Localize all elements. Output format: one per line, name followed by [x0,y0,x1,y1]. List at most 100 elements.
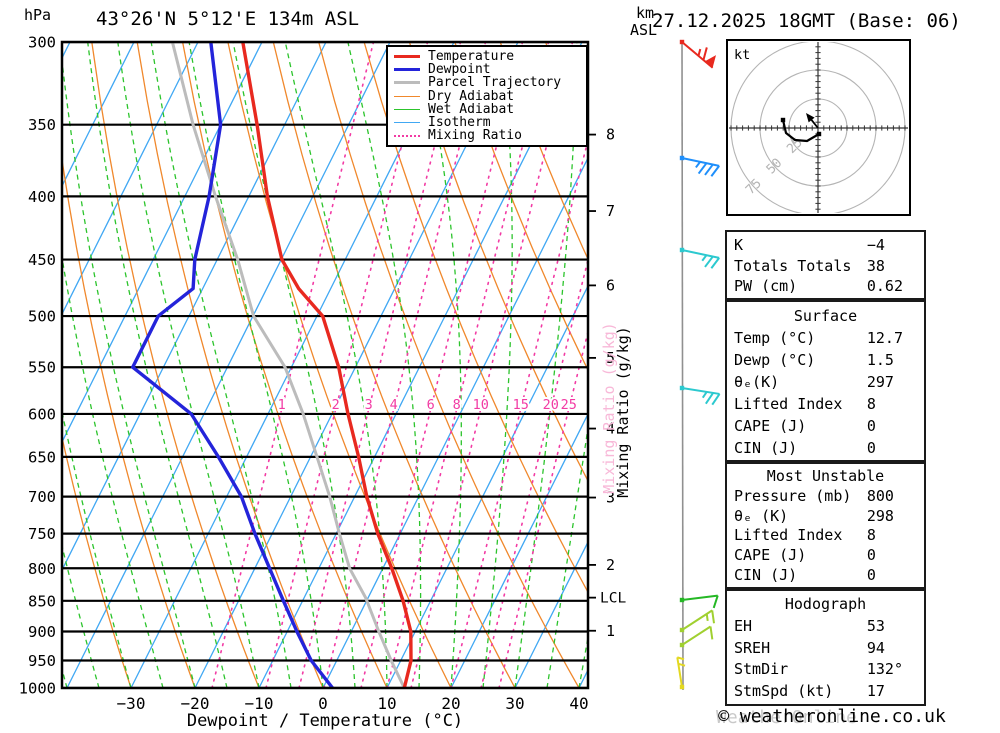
wet-adiabat-line [117,42,260,688]
km-tick-label: 1 [606,622,615,640]
isotherm-line [258,42,583,688]
index-label: Pressure (mb) [734,486,852,505]
legend-item: Temperature [394,50,586,63]
isotherm-line [62,42,327,572]
wind-barb-column [676,39,721,691]
index-label: CIN (J) [734,439,798,457]
legend-swatch-parcel [394,81,420,85]
wind-barb [679,625,714,648]
legend-swatch-mixing_ratio [394,134,420,137]
wind-barb [679,39,717,69]
pressure-tick-label: 550 [28,359,56,377]
legend: Temperature Dewpoint Parcel Trajectory Dry … [386,45,588,148]
isotherm-line [66,42,391,688]
background-lines: 1 2 3 4 6 8 10 15 20 25 [0,42,588,688]
surface-box: Surface Temp (°C) 12.7 Dewp (°C) 1.5 θₑ(K) 297… [725,300,926,462]
wet-adiabat-line [0,42,3,688]
dry-adiabat-line [62,434,132,688]
index-row: K −4 [727,235,924,256]
index-row: CIN (J) 0 [727,566,924,586]
index-label: Totals Totals [734,256,852,275]
axes: 3003504004505005506006507007508008509009… [19,34,632,714]
mixing-ratio-line [386,42,550,688]
isotherm-line [0,42,6,688]
storm-motion-arrowhead [806,113,815,123]
index-value: 800 [866,486,894,505]
altitude-datum-label: ASL [630,21,658,39]
index-label: StmSpd (kt) [734,682,834,701]
index-label: K [734,236,744,254]
mixing-ratio-value-label: 6 [427,397,435,413]
pressure-tick-label: 350 [28,116,56,134]
index-label: Lifted Index [734,395,843,413]
temperature-tick-label: 0 [318,694,328,713]
legend-label: Wet Adiabat [428,101,515,117]
index-row: Temp (°C) 12.7 [727,327,924,349]
index-row: EH 53 [727,616,924,638]
km-tick-label: 5 [606,349,615,367]
wet-adiabat-line [578,634,588,688]
legend-label: Isotherm [428,115,491,131]
legend-label: Mixing Ratio [428,128,522,144]
wet-adiabat-line [284,42,388,688]
legend-swatch-dry_adiabat [394,95,420,97]
index-row: PW (cm) 0.62 [727,276,924,297]
index-label: θₑ (K) [734,506,789,525]
altitude-unit-label: km [636,4,655,22]
index-row: StmSpd (kt) 17 [727,681,924,703]
pressure-tick-label: 750 [28,525,56,543]
wind-barb [679,385,721,406]
pressure-tick-label: 850 [28,592,56,610]
wet-adiabat-line [546,423,588,688]
plot-border [60,40,590,690]
mixing-ratio-value-label: 4 [390,397,398,413]
legend-label: Temperature [428,49,515,65]
most-unstable-box: Most Unstable Pressure (mb) 800 θₑ (K) 298 Li… [725,462,926,589]
dry-adiabat-line [499,42,588,261]
temperature-tick-label: −20 [181,694,210,713]
mixing-ratio-line [498,328,588,688]
temperature-curve [241,42,413,688]
mixing-ratio-line [298,42,462,688]
index-label: CAPE (J) [734,546,807,565]
isotherm-line [322,156,588,688]
wet-adiabat-line [188,42,324,688]
dry-adiabat-line [62,156,196,688]
index-value: 53 [866,616,885,635]
pressure-tick-label: 300 [28,34,56,52]
index-value: 94 [866,638,885,657]
index-row: Lifted Index 8 [727,526,924,546]
pressure-tick-label: 450 [28,251,56,269]
legend-swatch-wet_adiabat [394,108,420,110]
mixing-ratio-line [450,136,588,688]
mixing-ratio-line [410,42,574,688]
index-row: θₑ (K) 298 [727,507,924,527]
mixing-ratio-value-label: 15 [513,397,529,413]
dewpoint-curve [131,42,335,688]
isotherm-line [386,284,588,688]
isotherm-line [62,42,199,316]
index-row: CAPE (J) 0 [727,415,924,437]
hodograph-unit-label: kt [734,47,750,63]
legend-item: Wet Adiabat [394,103,586,116]
temperature-tick-label: 20 [441,694,460,713]
pressure-tick-label: 600 [28,405,56,423]
index-value: 8 [866,395,876,413]
index-value: 297 [866,373,894,391]
legend-swatch-dewpoint [394,68,420,72]
station-title: 43°26'N 5°12'E 134m ASL [96,8,360,30]
km-tick-label: 7 [606,202,615,220]
index-label: Dewp (°C) [734,351,816,369]
dry-adiabat-line [454,42,588,372]
mixing-axis-label-ghost: Mixing Ratio (g/kg) [600,322,618,494]
mixing-ratio-line [265,42,429,688]
index-row: CAPE (J) 0 [727,546,924,566]
index-row: Lifted Index 8 [727,393,924,415]
wind-barb [679,609,715,633]
mixing-ratio-value-label: 1 [278,397,286,413]
temperature-tick-label: 10 [377,694,396,713]
sounding-curves [131,42,413,688]
